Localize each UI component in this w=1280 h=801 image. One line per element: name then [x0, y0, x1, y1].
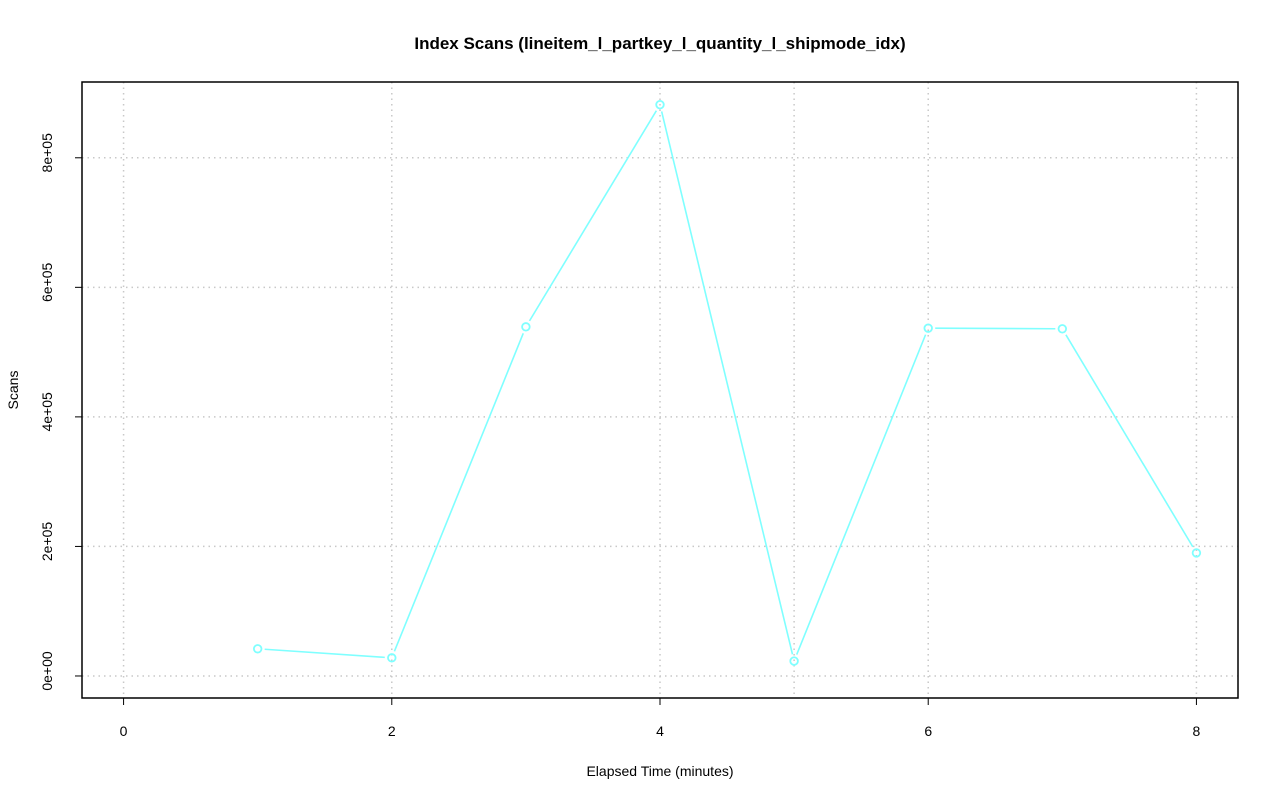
data-point	[1057, 324, 1068, 334]
data-point	[521, 322, 531, 332]
y-tick-label: 4e+05	[39, 392, 55, 432]
y-axis-label: Scans	[5, 371, 21, 410]
y-tick-label: 2e+05	[39, 522, 55, 562]
x-axis-label: Elapsed Time (minutes)	[586, 763, 733, 779]
series-line-segment	[660, 111, 794, 655]
y-tick-label: 8e+05	[39, 133, 55, 173]
data-point	[252, 644, 263, 654]
plot-frame	[81, 81, 1239, 699]
data-point	[655, 99, 665, 110]
x-tick-label: 0	[120, 723, 128, 739]
x-tick-label: 4	[656, 723, 664, 739]
series-line-segment	[935, 327, 1056, 330]
axes: 0 2 4 6 8 0e+00 2e+05 4e+05 6e+05 8e+05	[39, 133, 1201, 739]
grid	[82, 82, 1238, 698]
x-tick-label: 6	[924, 723, 932, 739]
series-line-segment	[1065, 334, 1194, 548]
y-tick-label: 6e+05	[39, 262, 55, 302]
series-line-segment	[528, 110, 658, 322]
x-tick-label: 2	[388, 723, 396, 739]
series-line-segment	[393, 333, 525, 652]
series-line-segment	[795, 334, 927, 655]
data-point	[789, 656, 799, 666]
x-tick-label: 8	[1193, 723, 1201, 739]
series	[252, 99, 1202, 666]
chart-title: Index Scans (lineitem_l_partkey_l_quanti…	[414, 34, 905, 53]
y-tick-label: 0e+00	[39, 651, 55, 691]
data-point	[387, 653, 397, 663]
data-point	[1191, 548, 1202, 558]
series-line-segment	[264, 648, 385, 659]
data-point	[923, 323, 933, 333]
